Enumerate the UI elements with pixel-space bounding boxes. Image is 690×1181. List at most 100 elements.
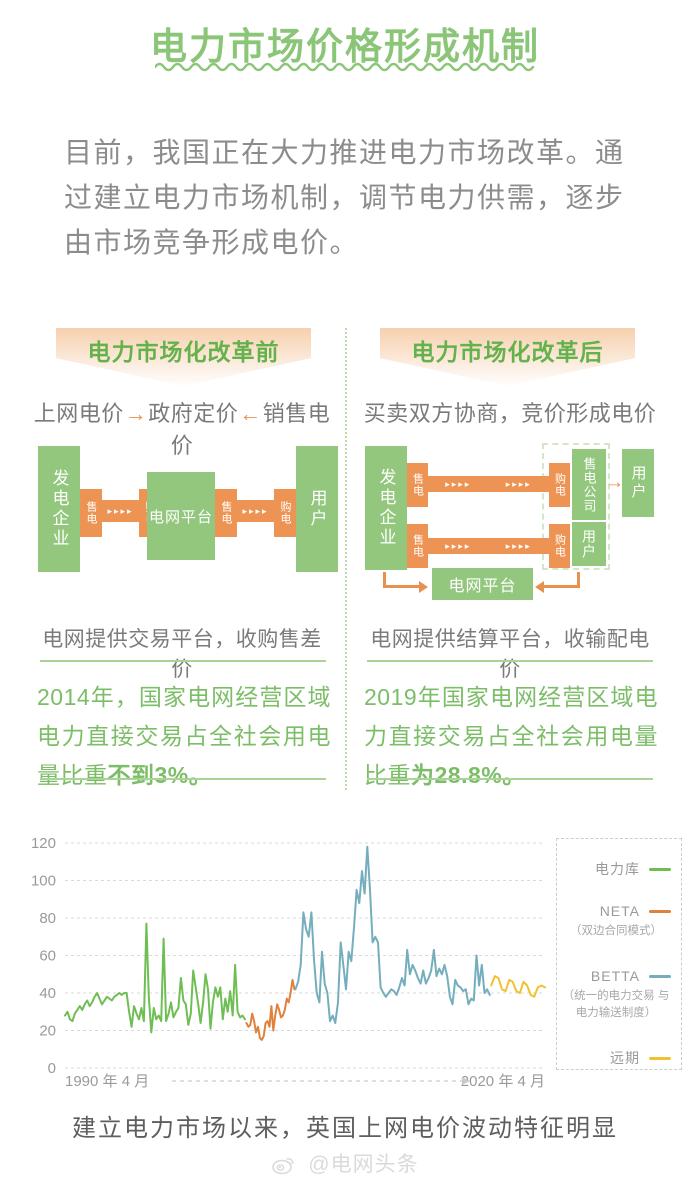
before-buy-tab-2: 购电: [274, 489, 296, 537]
y-tick-label: 60: [39, 948, 56, 965]
y-tick-label: 20: [39, 1023, 56, 1040]
legend-entry-2: BETTA: [561, 968, 671, 984]
legend-line-swatch: [649, 867, 671, 871]
connector-dots: ▸▸▸▸: [107, 505, 134, 516]
arrowhead-right-icon: [419, 581, 428, 593]
arrow-left-icon: ←: [239, 401, 262, 426]
elbow-arrow-right: [577, 572, 580, 588]
chart-caption: 建立电力市场以来，英国上网电价波动特征明显: [72, 1115, 618, 1142]
before-grid-platform-box: 电网平台: [147, 472, 215, 560]
flow-ongrid-price: 上网电价: [33, 401, 124, 426]
after-buy-label-1: 购电: [553, 473, 566, 497]
series-line-3: [490, 975, 546, 998]
after-grid-platform-box: 电网平台: [432, 568, 533, 600]
after-retail-dashed-box: [542, 443, 610, 570]
chart-legend: 电力库 NETA （双边合同模式） BETTA （统一的电力交易 与电力输送制度） 远期: [556, 838, 682, 1070]
footer-handle: @电网头条: [308, 1153, 419, 1176]
after-sell-label-1: 售电: [411, 473, 424, 497]
legend-note: （统一的电力交易 与电力输送制度）: [562, 990, 670, 1019]
y-tick-label: 80: [39, 910, 56, 927]
after-user-inner-box: 用户: [572, 522, 606, 566]
before-user-box: 用户: [296, 446, 338, 572]
flow-after: 买卖双方协商，竞价形成电价: [363, 401, 657, 426]
before-caption: 电网提供交易平台，收购售差价: [42, 628, 322, 681]
after-sell-label-2: 售电: [411, 534, 424, 558]
legend-note: （双边合同模式）: [570, 925, 662, 937]
before-user-label: 用户: [307, 489, 327, 529]
after-stat: 2019年国家电网经营区域电力直接交易占全社会用电量比重为28.8%。: [364, 678, 658, 795]
title-wavy-underline: [155, 62, 535, 72]
connector-dots: ▸▸▸▸: [505, 540, 532, 551]
connector-dots: ▸▸▸▸: [445, 540, 472, 551]
legend-label: 远期: [610, 1050, 640, 1066]
after-connector-2: ▸▸▸▸ ▸▸▸▸: [428, 538, 549, 554]
series-line-0: [64, 922, 246, 1034]
before-sell-tab-1: 售电: [80, 489, 102, 537]
after-buy-tab-2: 购电: [549, 524, 570, 568]
after-seller-company-box: 售电公司: [572, 449, 606, 520]
before-sell-tab-2: 售电: [215, 489, 237, 537]
after-generator-label: 发电企业: [376, 468, 396, 548]
x-axis-start-label: 1990 年 4 月: [65, 1073, 149, 1090]
page-title: 电力市场价格形成机制: [150, 26, 540, 67]
uk-price-line-chart: 0 20 40 60 80 100 120 1990 年 4 月 2020 年 4 月: [31, 835, 546, 1090]
after-seller-company-label: 售电公司: [581, 456, 597, 513]
before-generator-label: 发电企业: [49, 469, 69, 549]
after-connector-1: ▸▸▸▸ ▸▸▸▸: [428, 476, 549, 492]
legend-label: NETA: [599, 903, 640, 919]
flow-before: 上网电价→政府定价←销售电价: [32, 396, 332, 460]
elbow-arrow-left: [383, 585, 419, 588]
before-connector-1: ▸▸▸▸: [102, 500, 139, 522]
legend-line-swatch: [649, 1056, 671, 1060]
connector-dots: ▸▸▸▸: [242, 505, 269, 516]
footer-watermark: @电网头条: [0, 1148, 690, 1181]
before-sell-label-2: 售电: [220, 501, 232, 525]
intro-paragraph: 目前，我国正在大力推进电力市场改革。通过建立电力市场机制，调节电力供需，逐步由市…: [64, 137, 625, 258]
y-tick-label: 0: [48, 1060, 56, 1077]
y-tick-label: 40: [39, 985, 56, 1002]
before-stat: 2014年，国家电网经营区域电力直接交易占全社会用电量比重不到3%。: [37, 678, 331, 795]
after-stat-bold: 为28.8%。: [411, 762, 526, 788]
after-generator-box: 发电企业: [365, 446, 407, 570]
after-user-right-label: 用户: [629, 465, 647, 501]
banner-before-reform: 电力市场化改革前: [56, 328, 311, 386]
divider-line: [367, 778, 653, 780]
x-axis-arrowhead-icon: [462, 1077, 470, 1085]
banner-before-label: 电力市场化改革前: [87, 339, 280, 365]
banner-after-reform: 电力市场化改革后: [380, 328, 635, 386]
connector-dots: ▸▸▸▸: [505, 478, 532, 489]
flow-retail-price: 销售电价: [170, 401, 331, 458]
after-buy-tab-1: 购电: [549, 463, 570, 507]
after-buy-label-2: 购电: [553, 534, 566, 558]
before-generator-box: 发电企业: [38, 446, 80, 572]
legend-entry-1: NETA: [561, 903, 671, 919]
banner-after-label: 电力市场化改革后: [411, 339, 604, 365]
arrow-right-icon: →: [605, 472, 624, 493]
divider-line: [40, 660, 326, 662]
weibo-icon: [271, 1153, 297, 1181]
legend-label: BETTA: [590, 968, 640, 984]
y-tick-label: 120: [31, 835, 56, 852]
legend-entry-3: 远期: [561, 1048, 671, 1068]
after-user-right-box: 用户: [622, 449, 654, 517]
before-stat-text: 2014年，国家电网经营区域电力直接交易占全社会用电量比重: [37, 684, 331, 788]
elbow-arrow-right: [544, 585, 580, 588]
arrowhead-left-icon: [535, 581, 544, 593]
after-sell-tab-2: 售电: [407, 524, 428, 568]
after-caption: 电网提供结算平台，收输配电价: [370, 628, 650, 681]
after-stat-text: 2019年国家电网经营区域电力直接交易占全社会用电量比重: [364, 684, 658, 788]
before-grid-platform-label: 电网平台: [148, 508, 213, 526]
elbow-arrow-left: [383, 572, 386, 588]
series-line-1: [245, 978, 296, 1041]
series-line-2: [294, 845, 491, 1024]
x-axis-end-label: 2020 年 4 月: [461, 1073, 545, 1090]
before-stat-bold: 不到3%。: [107, 762, 213, 788]
divider-line: [40, 778, 326, 780]
connector-dots: ▸▸▸▸: [445, 478, 472, 489]
legend-label: 电力库: [595, 861, 640, 877]
column-divider: [345, 328, 347, 790]
legend-line-swatch: [649, 974, 671, 978]
legend-line-swatch: [649, 909, 671, 913]
before-connector-2: ▸▸▸▸: [237, 500, 274, 522]
